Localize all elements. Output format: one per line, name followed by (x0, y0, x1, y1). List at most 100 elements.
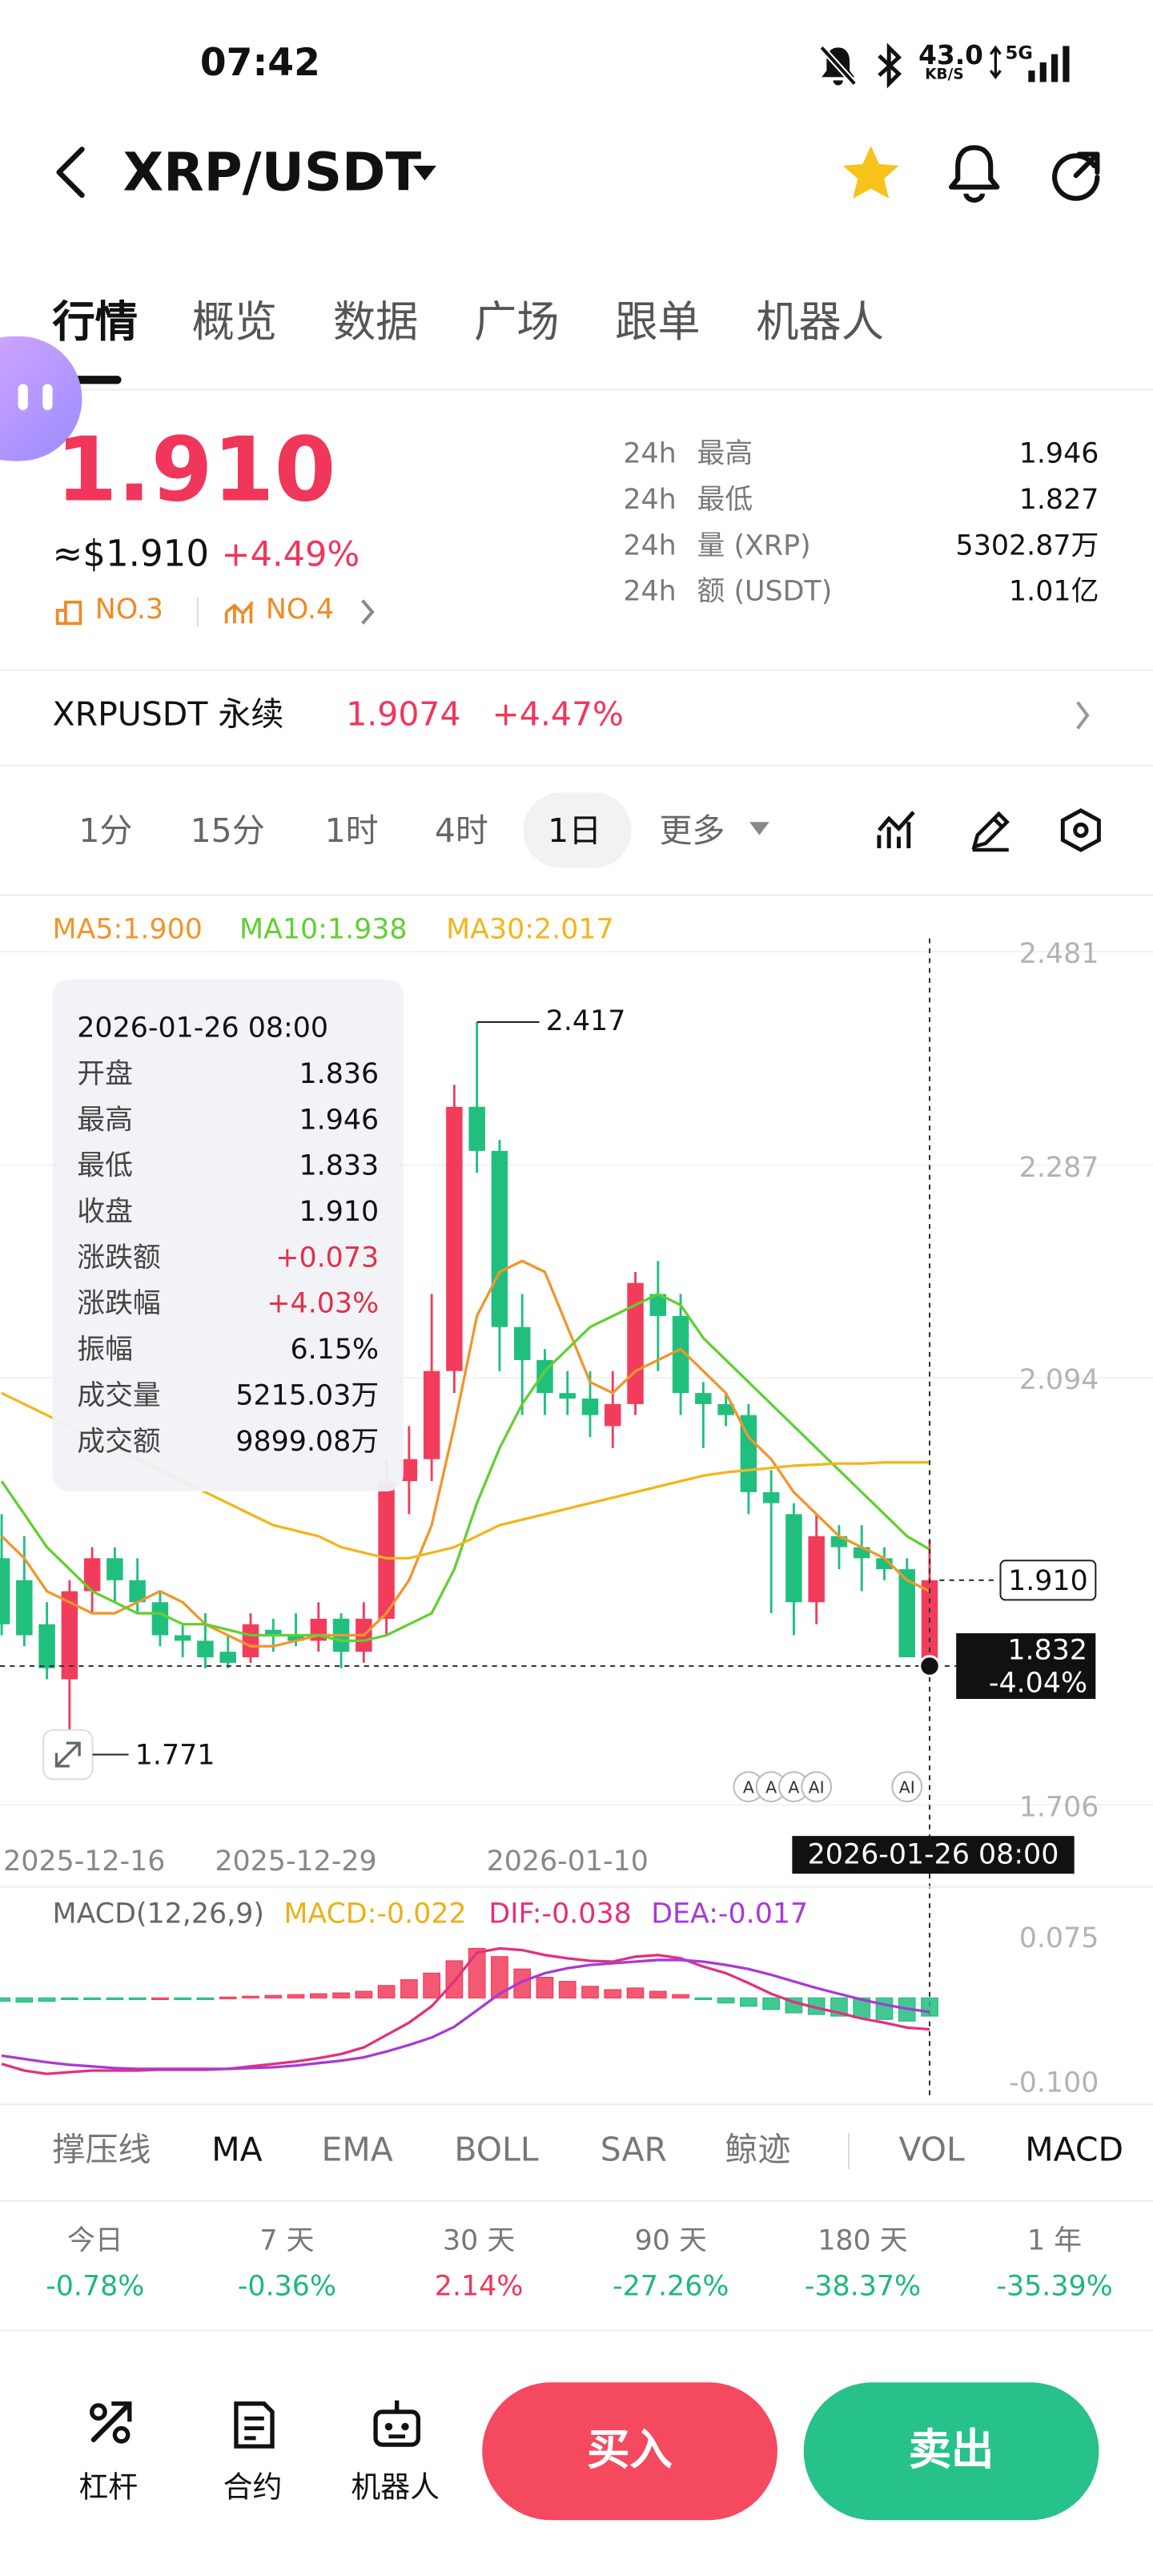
stat-value: 1.946 (1018, 437, 1099, 471)
indicator-tab[interactable]: MACD (1025, 2129, 1124, 2169)
rank[interactable]: NO.3 (94, 594, 164, 627)
crosshair-time-box (792, 1836, 1075, 1874)
macd-bar (264, 1994, 283, 1998)
macd-bar (377, 1985, 396, 1998)
y-tick-label: 2.481 (1019, 938, 1099, 970)
macd-bar (174, 1997, 192, 2000)
chevron[interactable] (1073, 698, 1093, 734)
indicator-icon[interactable] (874, 807, 920, 853)
tool-label[interactable]: 合约 (223, 2470, 283, 2506)
macd-bar (0, 1997, 10, 2002)
indicator-tab[interactable]: 撑压线 (52, 2129, 151, 2169)
divider (0, 894, 1153, 896)
tool-label[interactable]: 机器人 (351, 2470, 440, 2506)
macd-bar (423, 1972, 440, 1998)
rank[interactable]: NO.4 (265, 594, 335, 627)
contract-icon[interactable] (230, 2399, 279, 2452)
candle-body (491, 1150, 508, 1327)
sell-label[interactable]: 卖出 (908, 2426, 994, 2476)
period-label: 180 天 (818, 2224, 908, 2258)
indicator-tab[interactable]: VOL (898, 2129, 965, 2169)
y-tick-label: 0.075 (1019, 1922, 1099, 1954)
y-tick-label: 2.287 (1019, 1152, 1099, 1184)
interval[interactable]: 1日 (548, 810, 602, 851)
candle-body (219, 1652, 236, 1663)
alert-bell[interactable] (945, 141, 1004, 203)
candle-body (513, 1326, 531, 1360)
legend-entry: MA30:2.017 (446, 913, 614, 945)
pair-title[interactable]: XRP/USDT (123, 141, 422, 203)
chevron[interactable] (358, 596, 378, 629)
tooltip-value: 1.946 (299, 1104, 380, 1137)
stat-value: 5302.87万 (955, 529, 1099, 563)
legend-entry: MACD:-0.022 (283, 1898, 466, 1930)
divider (0, 669, 1153, 671)
stat-label: 量 (XRP) (697, 529, 811, 563)
candle-body (605, 1403, 621, 1427)
stat-period: 24h (623, 529, 677, 563)
period-label: 90 天 (634, 2224, 707, 2258)
tab[interactable]: 行情 (52, 298, 139, 348)
interval[interactable]: 1分 (78, 810, 133, 851)
candle-body (106, 1558, 123, 1580)
macd-bar (242, 1995, 259, 1998)
robot-icon[interactable] (371, 2396, 424, 2452)
divider (0, 2329, 1153, 2332)
period-value: -0.78% (46, 2270, 145, 2304)
divider (0, 2200, 1153, 2202)
assistant-eye (42, 384, 53, 411)
share-button[interactable] (1047, 144, 1106, 203)
pair-dropdown[interactable] (410, 161, 440, 184)
candle-body (400, 1459, 418, 1482)
indicator-tab[interactable]: BOLL (454, 2129, 539, 2169)
crosshair-time: 2026-01-26 08:00 (808, 1839, 1059, 1871)
macd-bar (491, 1956, 508, 1998)
tool-label[interactable]: 杠杆 (78, 2470, 139, 2506)
indicator-tab[interactable]: EMA (321, 2129, 393, 2169)
y-tick-label: 1.706 (1019, 1791, 1099, 1823)
tab[interactable]: 概览 (191, 298, 278, 348)
buy-button[interactable]: 买入 (482, 2382, 777, 2521)
legend-entry: MA5:1.900 (53, 913, 203, 945)
last-price-label: 1.910 (1008, 1565, 1088, 1597)
indicator-tab[interactable]: MA (211, 2129, 263, 2169)
buy-label[interactable]: 买入 (587, 2426, 673, 2476)
expand-arrow (54, 1741, 81, 1768)
crosshair-price-box (956, 1633, 1096, 1699)
usd-price: ≈$1.910 (52, 534, 210, 576)
tooltip-value: +0.073 (275, 1242, 380, 1275)
indicator-tab[interactable]: 鲸迹 (725, 2129, 791, 2169)
interval[interactable]: 更多 (659, 810, 725, 851)
interval[interactable]: 15分 (190, 810, 265, 851)
perpetual-name[interactable]: XRPUSDT 永续 (52, 694, 284, 734)
tab[interactable]: 机器人 (756, 298, 885, 348)
period-label: 7 天 (259, 2224, 315, 2258)
period-value: -0.36% (237, 2270, 337, 2304)
draw-icon[interactable] (968, 807, 1014, 853)
dropdown-arrow (749, 822, 769, 835)
macd-bar (83, 1997, 101, 2000)
interval[interactable]: 4时 (434, 810, 488, 851)
legend-entry: MA10:1.938 (239, 913, 408, 945)
candle-body (378, 1481, 395, 1619)
macd-line (1, 1958, 930, 2071)
settings-icon[interactable] (1058, 807, 1103, 853)
indicator-tab[interactable]: SAR (600, 2129, 667, 2169)
candle-body (695, 1393, 712, 1404)
macd-bar (400, 1979, 418, 1998)
crosshair-dot (918, 1655, 941, 1677)
sell-button[interactable]: 卖出 (803, 2382, 1099, 2521)
leverage-icon[interactable] (86, 2399, 135, 2448)
tab[interactable]: 广场 (473, 298, 560, 348)
candle-body (898, 1569, 915, 1658)
favorite-star[interactable] (840, 143, 902, 202)
period-label: 1 年 (1027, 2224, 1083, 2258)
interval[interactable]: 1时 (324, 810, 379, 851)
back-button[interactable] (49, 144, 91, 200)
tooltip-value: 1.836 (299, 1058, 380, 1092)
candle-body (559, 1393, 576, 1399)
tab[interactable]: 跟单 (615, 298, 701, 348)
tooltip-label: 最高 (77, 1104, 133, 1137)
tab[interactable]: 数据 (332, 298, 419, 348)
